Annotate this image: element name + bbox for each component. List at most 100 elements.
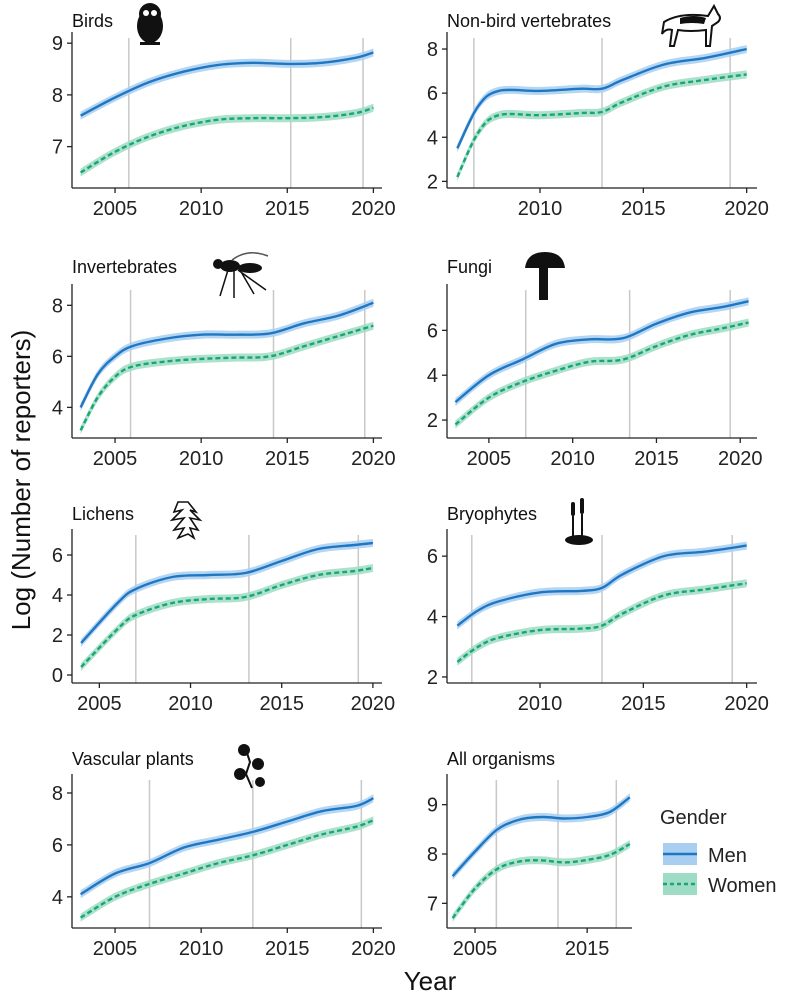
ribbon-women: [81, 564, 373, 671]
panel-1: Non-bird vertebrates 2 4 6 8 2010 2015 2020: [427, 11, 769, 220]
x-tick-label: 2005: [453, 938, 498, 960]
series-line-men: [456, 544, 747, 627]
x-axis-label: Year: [404, 966, 457, 996]
panel-4: Lichens 0 2 4 6 2005 2010 2015 2020: [52, 504, 395, 715]
series-line-women: [80, 566, 374, 668]
y-tick-label: 9: [52, 33, 63, 55]
mushroom-icon: [525, 252, 565, 300]
y-tick-label: 6: [427, 546, 438, 568]
series-line-men: [456, 47, 747, 149]
panel-2: Invertebrates 4 6 8 2005 2010 2015 2020: [52, 257, 396, 470]
panel-7: All organisms 7 8 9 2005 2015: [427, 749, 632, 960]
y-tick-label: 6: [52, 835, 63, 857]
x-tick-label: 2020: [724, 693, 769, 715]
y-axis-label: Log (Number of reporters): [6, 330, 36, 631]
series-line-men: [79, 301, 374, 408]
series-line-women: [79, 324, 374, 431]
moss-icon: [565, 498, 593, 545]
x-tick-label: 2015: [259, 693, 304, 715]
ribbon-men: [80, 794, 374, 899]
series-line-women: [451, 843, 631, 919]
y-tick-label: 2: [427, 667, 438, 689]
series-line-women: [454, 321, 749, 426]
x-tick-label: 2010: [550, 448, 595, 470]
y-tick-label: 8: [427, 39, 438, 61]
ribbon-women: [455, 318, 749, 429]
ribbon-men: [452, 793, 630, 881]
series-line-men: [80, 51, 374, 117]
ribbon-women: [452, 840, 630, 923]
x-tick-label: 2015: [265, 448, 310, 470]
x-tick-label: 2010: [179, 938, 224, 960]
y-tick-label: 4: [52, 585, 63, 607]
panel-3: Fungi 2 4 6 2005 2010 2015 2020: [427, 257, 763, 470]
y-tick-label: 6: [52, 545, 63, 567]
y-tick-label: 8: [52, 85, 63, 107]
wolf-icon: [661, 3, 721, 47]
panel-title: Birds: [72, 11, 113, 31]
x-tick-label: 2020: [351, 693, 396, 715]
y-tick-label: 2: [52, 625, 63, 647]
y-tick-label: 6: [427, 320, 438, 342]
y-tick-label: 4: [427, 607, 438, 629]
y-tick-label: 4: [427, 365, 438, 387]
ribbon-men: [80, 48, 374, 120]
series-line-women: [79, 106, 374, 174]
legend-label-men: Men: [708, 845, 747, 867]
panel-title: Invertebrates: [72, 257, 177, 277]
y-tick-label: 2: [427, 171, 438, 193]
x-tick-label: 2015: [634, 448, 679, 470]
x-tick-label: 2020: [351, 938, 396, 960]
x-tick-label: 2005: [93, 938, 138, 960]
y-tick-label: 6: [427, 83, 438, 105]
legend-title: Gender: [660, 807, 727, 829]
lichen-icon: [169, 501, 203, 541]
panels-layer: Birds 7 8 9 2005 2010 2015 2020 Non-bird vertebr…: [52, 11, 769, 960]
x-tick-label: 2020: [351, 448, 396, 470]
x-tick-label: 2010: [179, 448, 224, 470]
x-tick-label: 2020: [351, 198, 396, 220]
y-tick-label: 8: [52, 295, 63, 317]
series-line-men: [79, 797, 374, 896]
series-line-women: [456, 73, 747, 178]
series-line-men: [454, 300, 749, 404]
panel-title: Non-bird vertebrates: [447, 11, 611, 31]
x-tick-label: 2005: [93, 448, 138, 470]
owl-icon: [137, 3, 163, 45]
x-tick-label: 2005: [467, 448, 512, 470]
ribbon-women: [457, 579, 747, 666]
panel-title: Vascular plants: [72, 749, 194, 769]
y-tick-label: 8: [427, 844, 438, 866]
y-tick-label: 6: [52, 346, 63, 368]
y-tick-label: 9: [427, 795, 438, 817]
y-tick-label: 4: [52, 397, 63, 419]
wasp-icon: [213, 252, 269, 298]
x-tick-label: 2010: [518, 198, 563, 220]
x-tick-label: 2010: [179, 198, 224, 220]
y-tick-label: 7: [52, 137, 63, 159]
panel-6: Vascular plants 4 6 8 2005 2010 2015 2020: [52, 749, 396, 960]
ribbon-men: [457, 541, 747, 630]
panel-title: Bryophytes: [447, 504, 537, 524]
panel-5: Bryophytes 2 4 6 2010 2015 2020: [427, 504, 769, 715]
panel-title: Lichens: [72, 504, 134, 524]
y-tick-label: 4: [52, 887, 63, 909]
y-tick-label: 8: [52, 783, 63, 805]
y-tick-label: 4: [427, 127, 438, 149]
x-tick-label: 2010: [168, 693, 213, 715]
panel-title: Fungi: [447, 257, 492, 277]
y-tick-label: 0: [52, 665, 63, 687]
x-tick-label: 2005: [93, 198, 138, 220]
series-line-women: [456, 582, 747, 663]
series-line-men: [451, 796, 631, 878]
ribbon-women: [80, 103, 374, 177]
ribbon-women: [80, 321, 374, 435]
ribbon-women: [80, 816, 374, 922]
legend-label-women: Women: [708, 875, 777, 897]
panel-title: All organisms: [447, 749, 555, 769]
x-tick-label: 2015: [565, 938, 610, 960]
ribbon-men: [80, 298, 374, 412]
series-line-women: [79, 819, 374, 919]
ribbon-women: [457, 70, 747, 181]
